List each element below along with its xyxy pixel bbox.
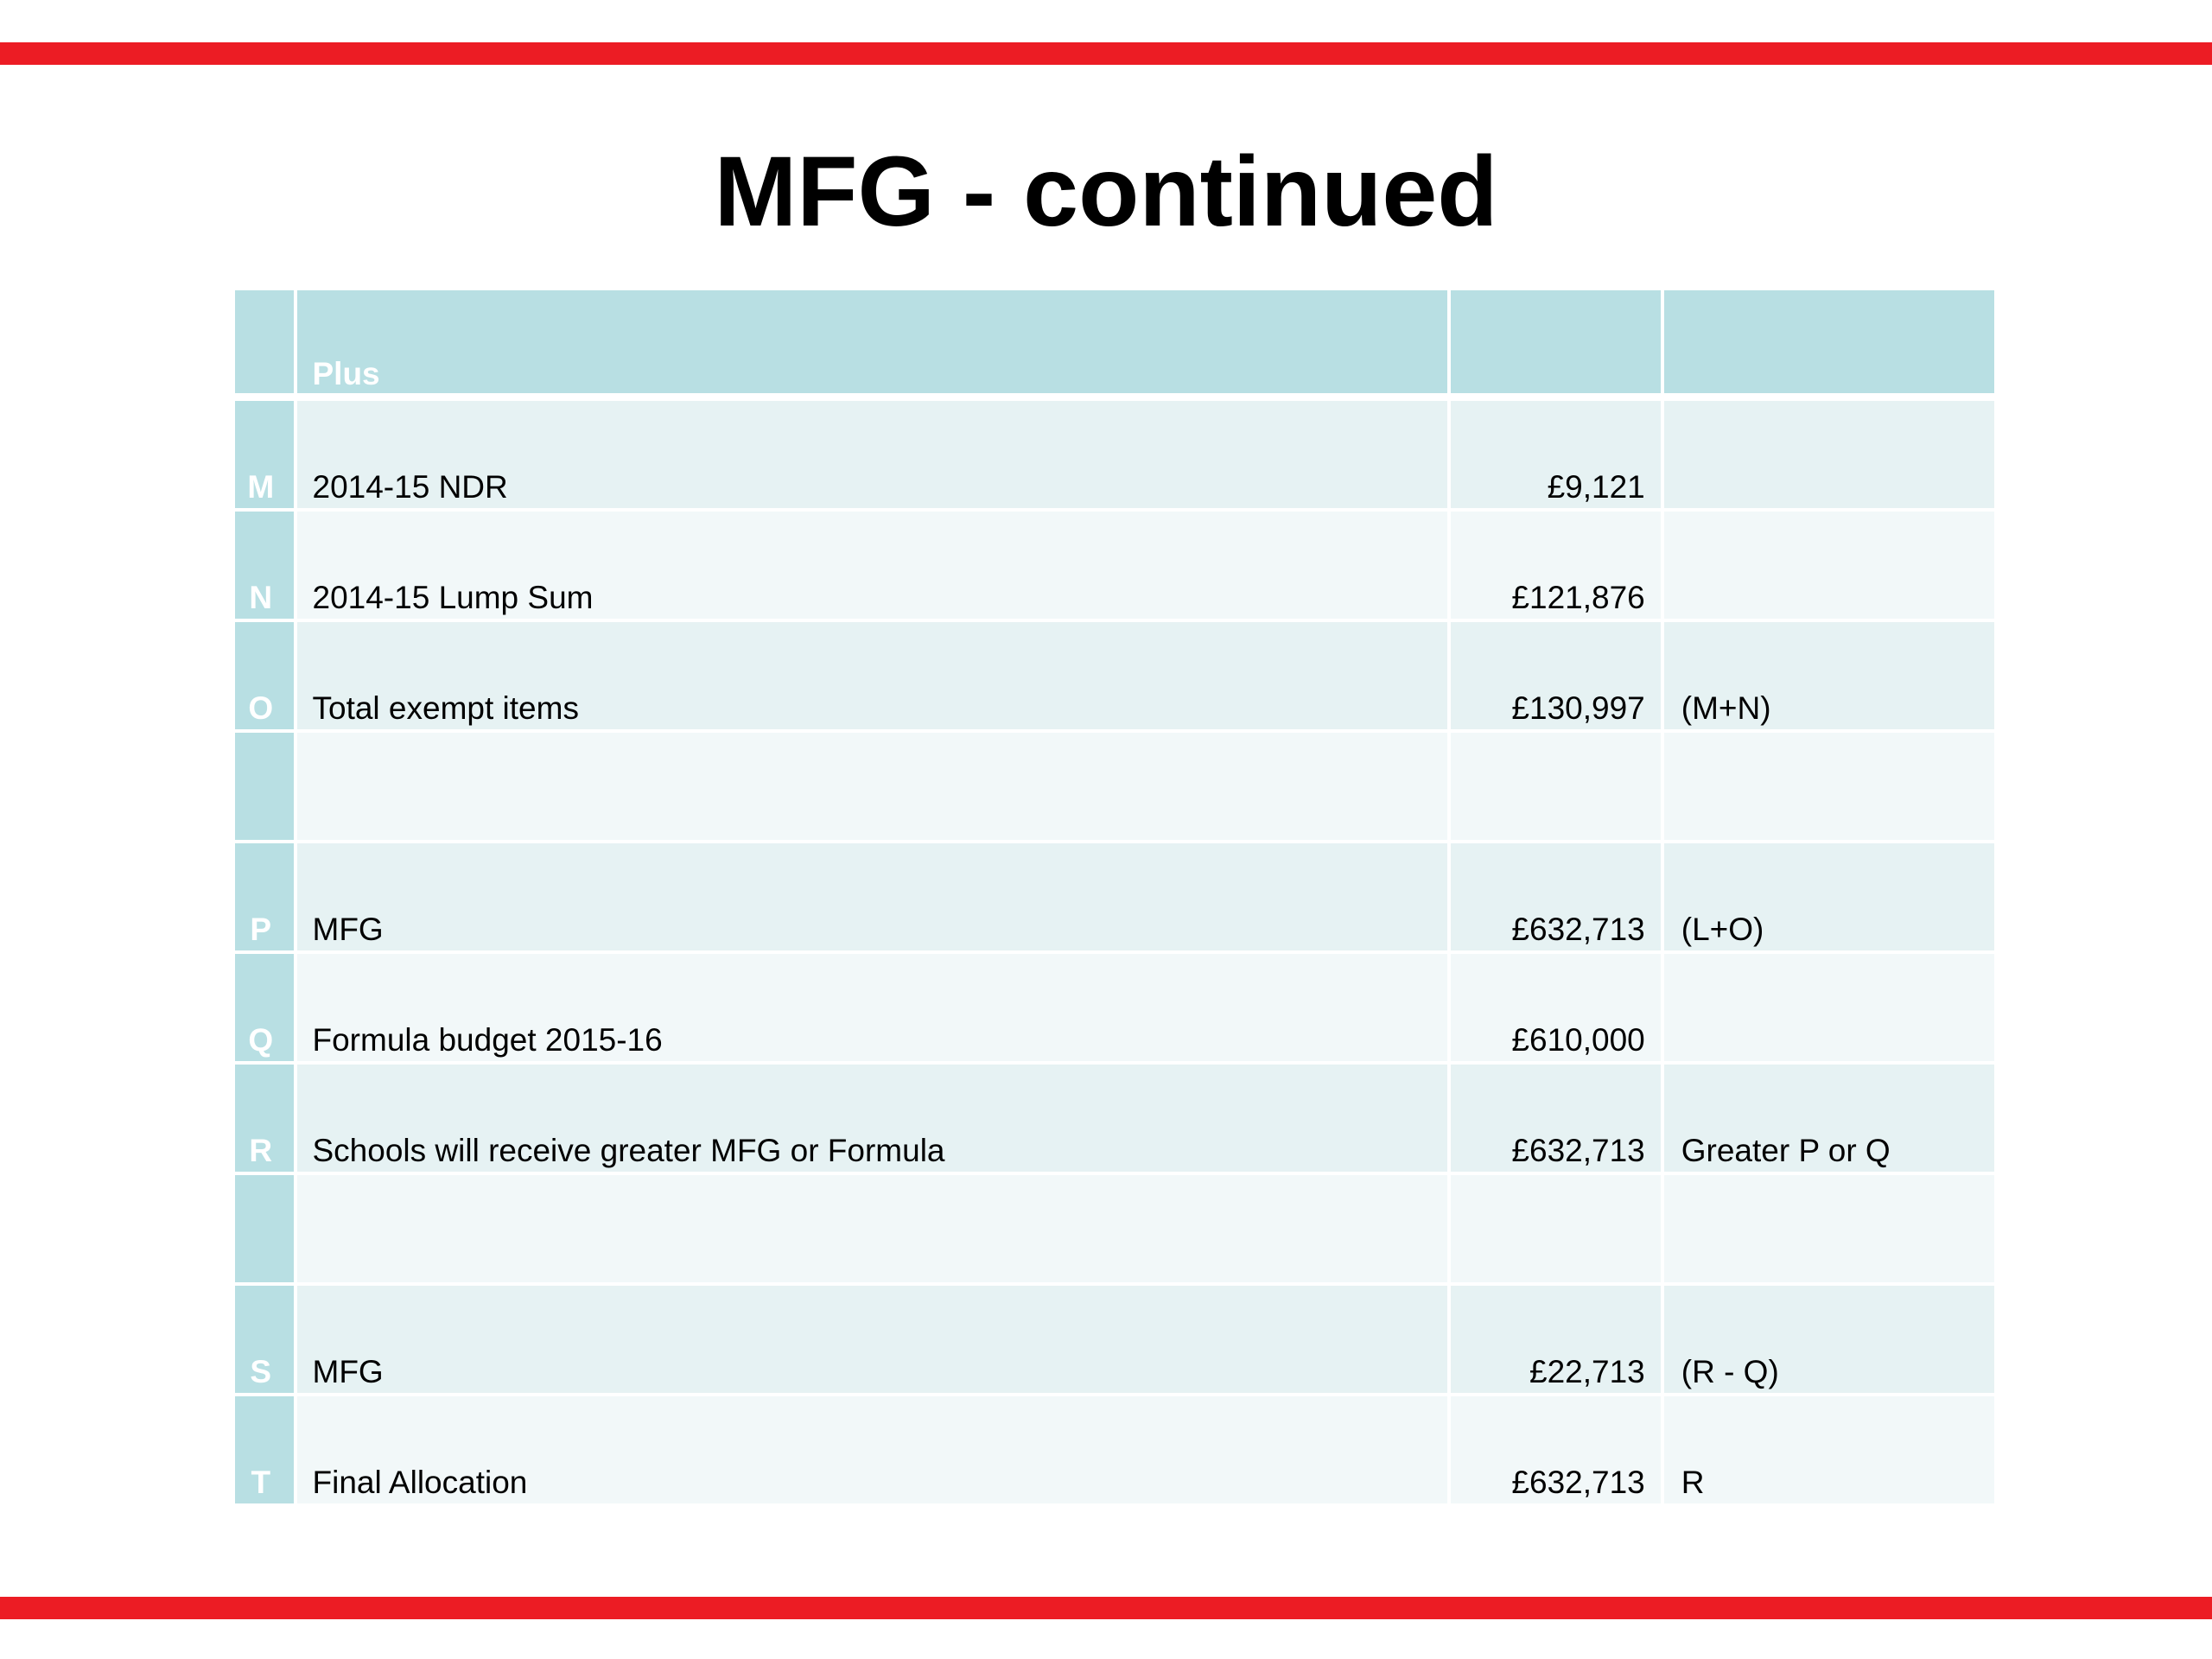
- row-letter: Q: [235, 954, 294, 1061]
- table-row: O Total exempt items £130,997 (M+N): [235, 622, 1994, 729]
- row-value: £610,000: [1450, 954, 1661, 1061]
- row-value: £9,121: [1450, 401, 1661, 508]
- row-label: 2014-15 Lump Sum: [296, 512, 1447, 619]
- table-row: T Final Allocation £632,713 R: [235, 1396, 1994, 1503]
- row-note: R: [1663, 1396, 1994, 1503]
- row-value: [1450, 733, 1661, 840]
- header-label-cell: Plus: [296, 290, 1447, 393]
- row-value: £121,876: [1450, 512, 1661, 619]
- row-label: MFG: [296, 843, 1447, 950]
- bottom-red-rule: [0, 1597, 2212, 1619]
- row-label: Schools will receive greater MFG or Form…: [296, 1065, 1447, 1172]
- row-note: (L+O): [1663, 843, 1994, 950]
- row-letter: [235, 1175, 294, 1282]
- table-row: Q Formula budget 2015-16 £610,000: [235, 954, 1994, 1061]
- row-note: [1663, 733, 1994, 840]
- row-label: Final Allocation: [296, 1396, 1447, 1503]
- row-label: MFG: [296, 1286, 1447, 1393]
- row-label: 2014-15 NDR: [296, 401, 1447, 508]
- slide-title: MFG - continued: [714, 137, 1498, 247]
- table-header-row: Plus: [235, 290, 1994, 393]
- mfg-table: Plus M 2014-15 NDR £9,121 N 2014-15 Lump…: [235, 290, 1994, 1507]
- row-note: [1663, 1175, 1994, 1282]
- top-red-rule: [0, 42, 2212, 65]
- row-note: (R - Q): [1663, 1286, 1994, 1393]
- row-letter: T: [235, 1396, 294, 1503]
- row-value: £632,713: [1450, 1065, 1661, 1172]
- row-letter: P: [235, 843, 294, 950]
- row-value: £632,713: [1450, 1396, 1661, 1503]
- row-note: [1663, 401, 1994, 508]
- row-label: [296, 1175, 1447, 1282]
- header-value-cell: [1450, 290, 1661, 393]
- table-row: R Schools will receive greater MFG or Fo…: [235, 1065, 1994, 1172]
- row-label: [296, 733, 1447, 840]
- row-note: (M+N): [1663, 622, 1994, 729]
- row-note: Greater P or Q: [1663, 1065, 1994, 1172]
- row-letter: O: [235, 622, 294, 729]
- table-row-blank: [235, 733, 1994, 840]
- table-row: P MFG £632,713 (L+O): [235, 843, 1994, 950]
- table-row-blank: [235, 1175, 1994, 1282]
- table-row: N 2014-15 Lump Sum £121,876: [235, 512, 1994, 619]
- table-row: M 2014-15 NDR £9,121: [235, 401, 1994, 508]
- row-label: Total exempt items: [296, 622, 1447, 729]
- row-letter: [235, 733, 294, 840]
- header-note-cell: [1663, 290, 1994, 393]
- row-label: Formula budget 2015-16: [296, 954, 1447, 1061]
- header-letter-cell: [235, 290, 294, 393]
- row-letter: R: [235, 1065, 294, 1172]
- row-note: [1663, 512, 1994, 619]
- row-letter: S: [235, 1286, 294, 1393]
- table-row: S MFG £22,713 (R - Q): [235, 1286, 1994, 1393]
- row-letter: N: [235, 512, 294, 619]
- row-value: [1450, 1175, 1661, 1282]
- row-value: £632,713: [1450, 843, 1661, 950]
- row-value: £130,997: [1450, 622, 1661, 729]
- row-value: £22,713: [1450, 1286, 1661, 1393]
- row-note: [1663, 954, 1994, 1061]
- row-letter: M: [235, 401, 294, 508]
